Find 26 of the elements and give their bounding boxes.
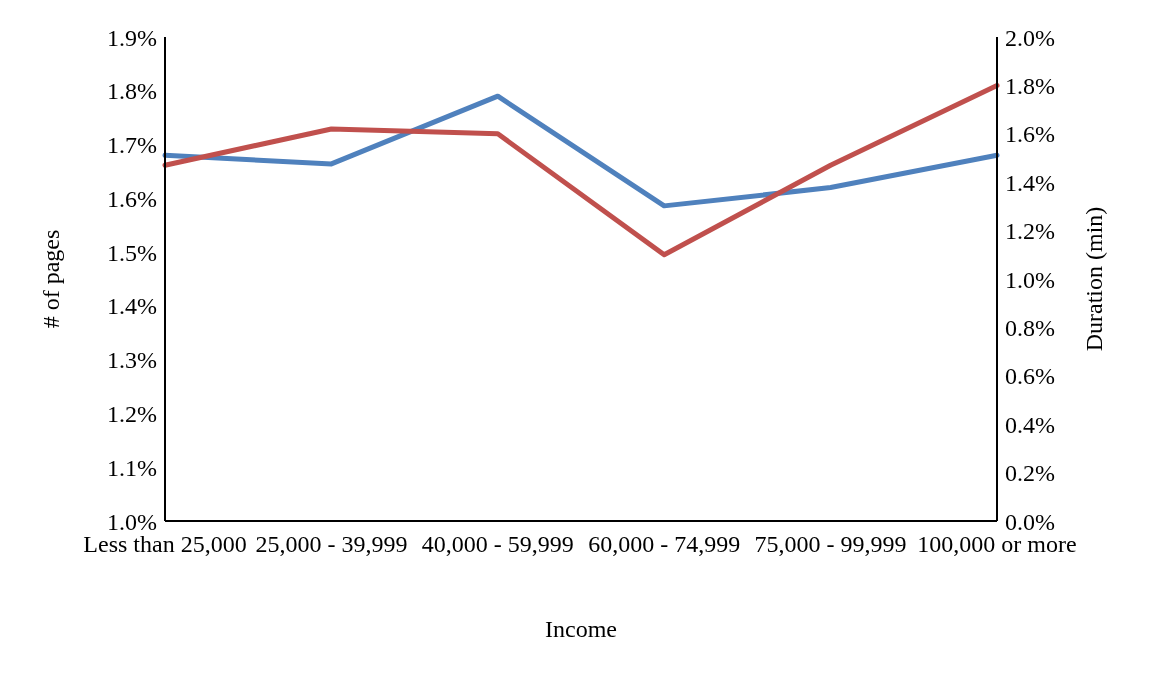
y-tick-label: 1.9% [107, 24, 157, 51]
y2-tick-label: 2.0% [1005, 24, 1055, 51]
y2-tick-label: 1.6% [1005, 121, 1055, 148]
x-tick-label: 40,000 - 59,999 [421, 531, 574, 558]
x-tick-label: 60,000 - 74,999 [588, 531, 741, 558]
x-tick-label: 75,000 - 99,999 [754, 531, 907, 558]
y-tick-label: 1.8% [107, 78, 157, 105]
y2-tick-label: 0.6% [1005, 363, 1055, 390]
y-tick-label: 1.4% [107, 293, 157, 320]
y2-tick-label: 1.4% [1005, 169, 1055, 196]
y-tick-label: 1.2% [107, 400, 157, 427]
y2-tick-label: 1.8% [1005, 72, 1055, 99]
y-tick-label: 1.5% [107, 239, 157, 266]
y2-tick-label: 1.0% [1005, 266, 1055, 293]
y2-tick-label: 0.2% [1005, 460, 1055, 487]
y-axis-title: # of pages [37, 229, 64, 329]
y2-axis-title: Duration (min) [1080, 206, 1107, 352]
x-axis-title: Income [545, 616, 617, 642]
y2-tick-label: 0.4% [1005, 411, 1055, 438]
y-tick-label: 1.1% [107, 454, 157, 481]
y2-tick-label: 0.8% [1005, 314, 1055, 341]
y-tick-label: 1.3% [107, 347, 157, 374]
x-tick-label: 25,000 - 39,999 [255, 531, 408, 558]
y-tick-label: 1.6% [107, 185, 157, 212]
y2-tick-label: 1.2% [1005, 218, 1055, 245]
y-tick-label: 1.7% [107, 132, 157, 159]
